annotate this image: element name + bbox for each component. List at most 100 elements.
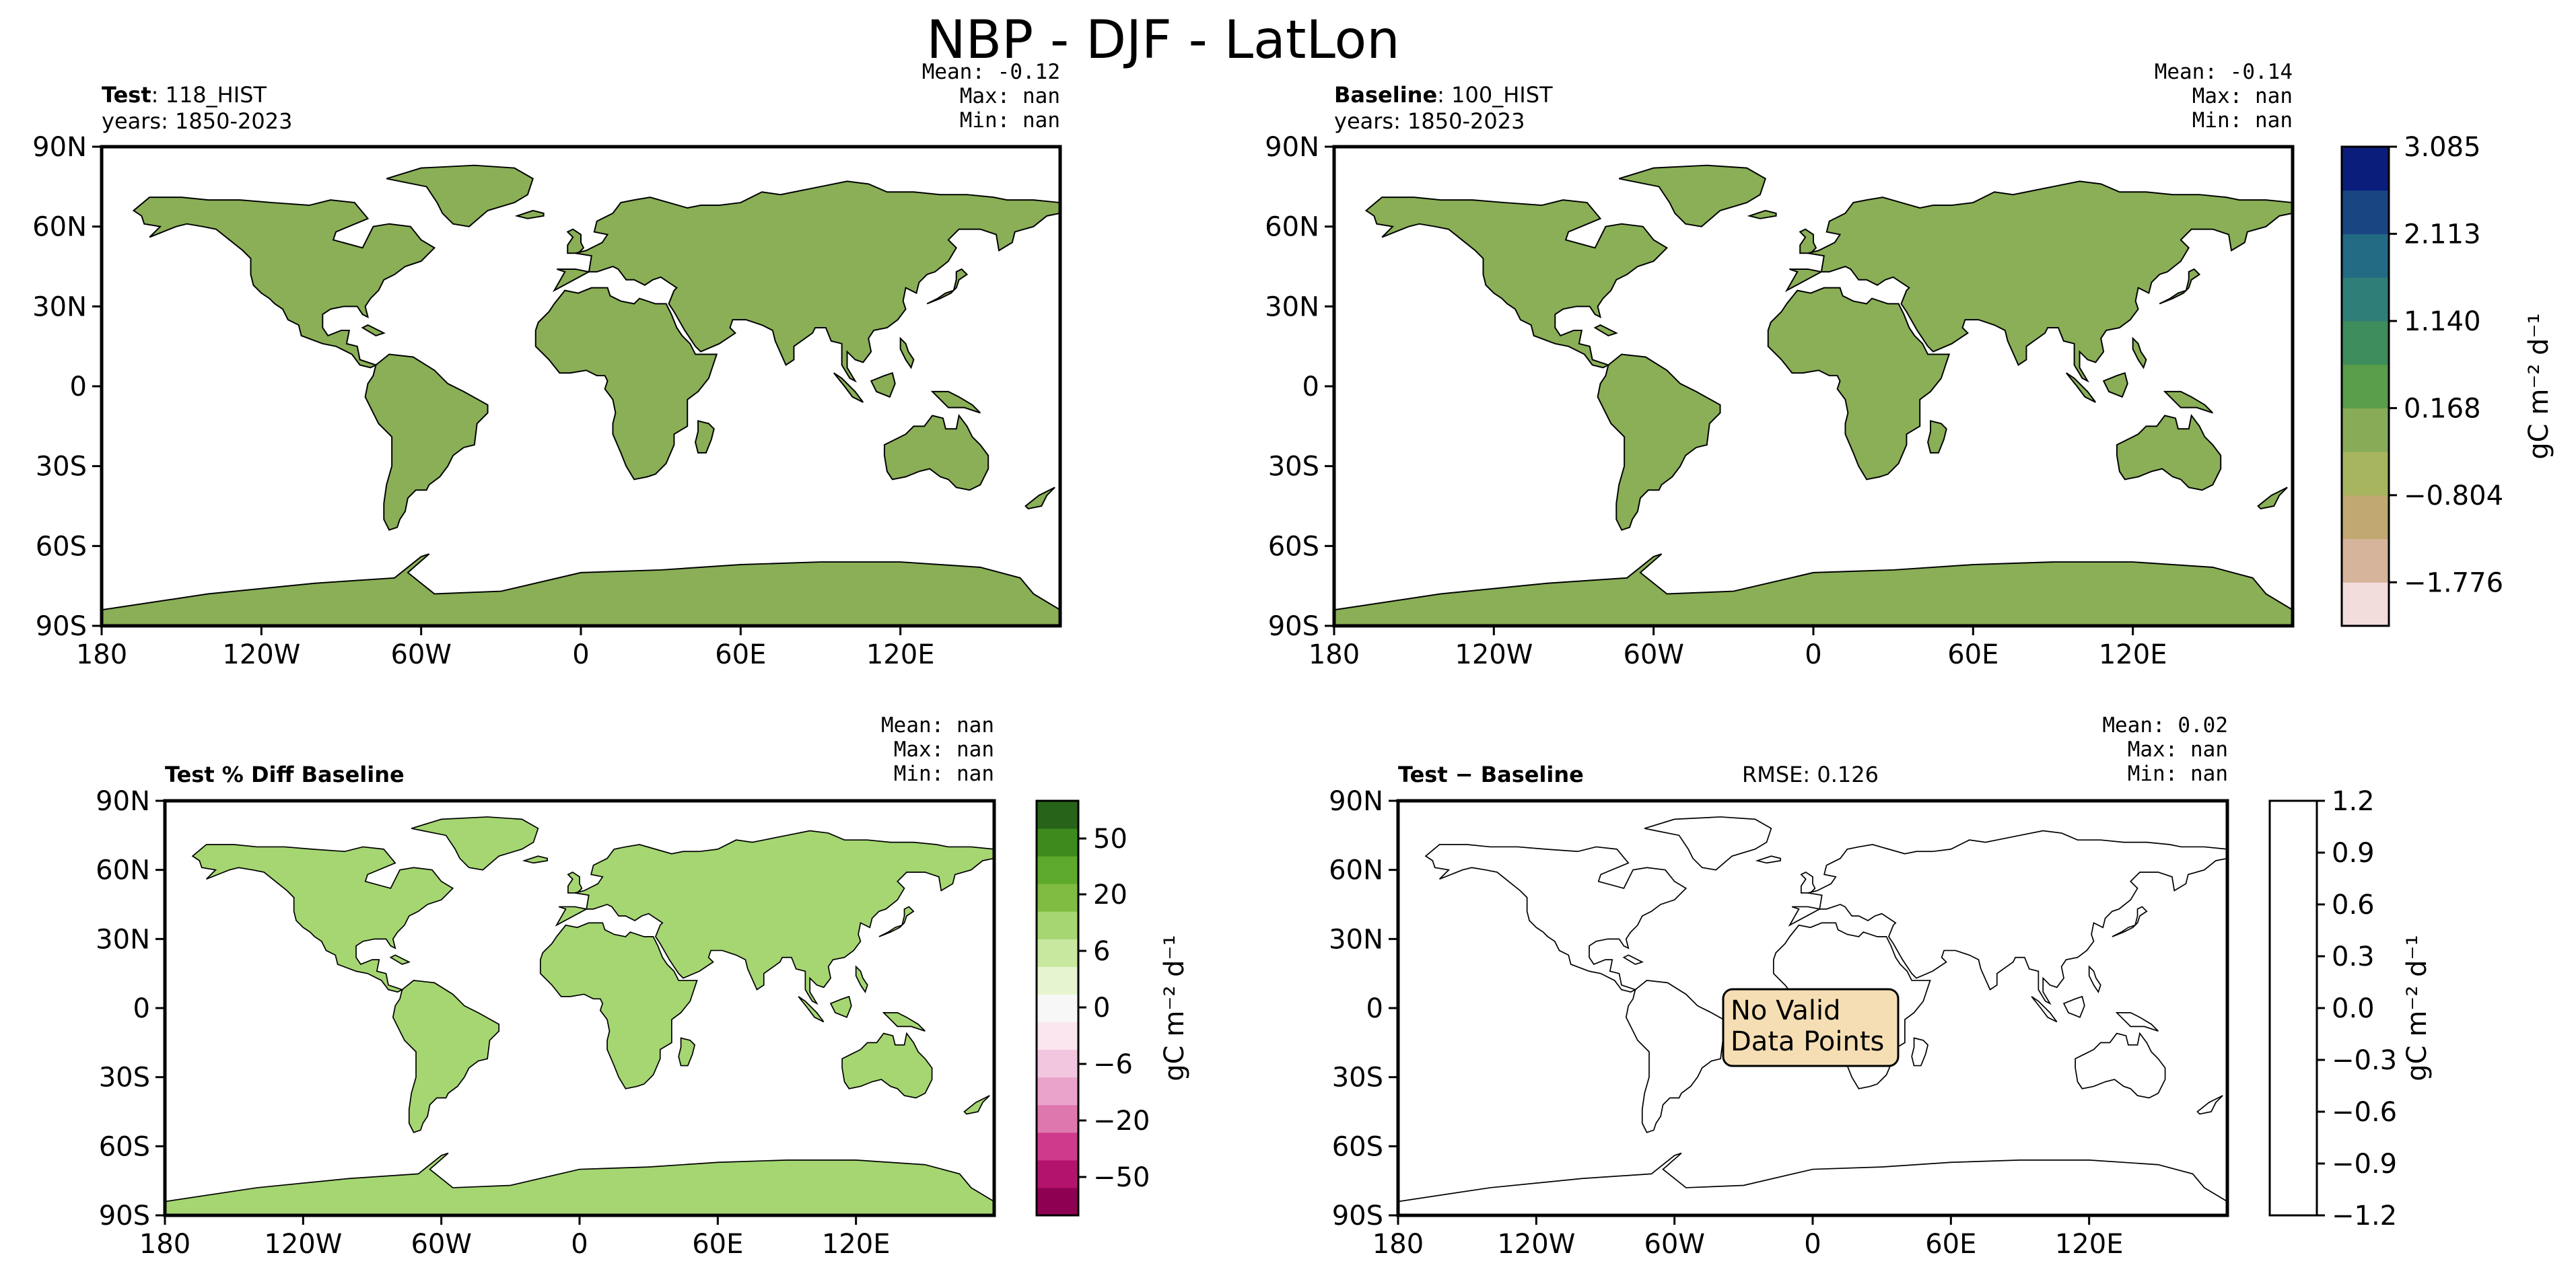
map-diff-xtick-label: 120E (2055, 1229, 2124, 1260)
colorbar-diff-tick-label: 0.6 (2332, 890, 2375, 921)
colorbar-diff-tick-label: 0.0 (2332, 993, 2375, 1024)
colorbar-main-tick-label: 0.168 (2404, 393, 2481, 424)
map-baseline-ytick-label: 0 (1302, 371, 1319, 402)
colorbar-pct-diff-segment (1037, 856, 1078, 884)
map-test-ytick-label: 90N (32, 132, 87, 163)
colorbar-pct-diff-segment (1037, 801, 1078, 829)
map-pct-diff-ytick-label: 30S (99, 1063, 150, 1094)
panel-test-stat-max: Max: nan (960, 84, 1060, 108)
map-diff-xtick-label: 180 (1372, 1229, 1424, 1260)
colorbar-pct-diff-segment (1037, 1159, 1078, 1188)
colorbar-main-tick-label: 2.113 (2404, 219, 2481, 250)
colorbar-diff-tick-label: −0.3 (2332, 1045, 2397, 1076)
map-pct-diff-xtick-label: 0 (571, 1229, 588, 1260)
panel-diff-title: Test − Baseline (1398, 762, 1584, 787)
panel-baseline-stat-max: Max: nan (2192, 84, 2293, 108)
colorbar-diff: 1.2 0.9 0.6 0.3 0.0 −0.3 −0.6 −0.9 −1.2 gC m⁻² d⁻… (2268, 786, 2433, 1231)
colorbar-pct-diff-segment (1037, 1049, 1078, 1078)
map-baseline-xtick-label: 60E (1947, 639, 1998, 670)
panel-test-years: years: 1850-2023 (102, 108, 292, 134)
panel-diff-rmse: RMSE: 0.126 (1742, 762, 1879, 787)
panel-baseline: Baseline: 100_HIST years: 1850-2023 Mean… (1265, 60, 2295, 670)
map-pct-diff: 180 120W 60W 0 60E 120E 90N 60N 30N 0 30S 60S 90S (96, 786, 996, 1260)
panel-baseline-title-bold: Baseline (1334, 82, 1437, 108)
map-diff-ytick-label: 90S (1332, 1201, 1383, 1231)
colorbar-main-segment (2342, 147, 2389, 191)
colorbar-main-segment (2342, 190, 2389, 234)
colorbar-pct-diff-tick-label: 6 (1093, 936, 1110, 967)
colorbar-main-segment (2342, 538, 2389, 583)
panel-diff-stat-mean: Mean: 0.02 (2102, 713, 2228, 738)
map-test-xtick-label: 0 (572, 639, 589, 670)
map-pct-diff-xtick-label: 60E (692, 1229, 743, 1260)
colorbar-main-label: gC m⁻² d⁻¹ (2523, 313, 2554, 459)
colorbar-pct-diff-tick-label: 20 (1093, 880, 1127, 910)
panel-baseline-stat-mean: Mean: -0.14 (2155, 60, 2293, 84)
map-test-xtick-label: 60W (390, 639, 451, 670)
panel-baseline-years: years: 1850-2023 (1334, 108, 1525, 134)
map-pct-diff-ytick-label: 90N (96, 786, 150, 817)
panel-test-title: Test: 118_HIST (102, 82, 267, 108)
colorbar-main-segment (2342, 582, 2389, 627)
map-pct-diff-xtick-label: 120E (822, 1229, 891, 1260)
map-baseline-ytick-label: 90S (1268, 611, 1319, 642)
figure-title: NBP - DJF - LatLon (926, 10, 1399, 71)
colorbar-main-segment (2342, 452, 2389, 496)
colorbar-pct-diff-segment (1037, 884, 1078, 912)
map-pct-diff-xtick-label: 60W (411, 1229, 471, 1260)
colorbar-diff-tick-label: −0.9 (2332, 1149, 2397, 1180)
colorbar-main-frame (2340, 145, 2390, 627)
panel-pct-diff-stat-mean: Mean: nan (881, 713, 994, 738)
colorbar-pct-diff-tick-label: 0 (1093, 993, 1110, 1024)
colorbar-diff-tick-label: 0.3 (2332, 941, 2375, 972)
colorbar-diff-tick-label: −0.6 (2332, 1097, 2397, 1128)
map-test-xtick-label: 60E (715, 639, 766, 670)
panel-pct-diff-stat-min: Min: nan (894, 762, 994, 786)
map-baseline-ytick-label: 90N (1265, 132, 1319, 163)
map-pct-diff-ytick-label: 0 (133, 993, 150, 1024)
map-test-xtick-label: 120E (866, 639, 935, 670)
map-diff-ytick-label: 60S (1332, 1131, 1383, 1162)
map-pct-diff-ytick-label: 90S (99, 1201, 150, 1231)
colorbar-main-segment (2342, 495, 2389, 540)
colorbar-diff-tick-label: 0.9 (2332, 838, 2375, 869)
colorbar-diff-tick-label: 1.2 (2332, 786, 2375, 817)
colorbar-main-segment (2342, 277, 2389, 322)
map-test-ytick-label: 0 (70, 371, 87, 402)
colorbar-diff-label: gC m⁻² d⁻¹ (2402, 935, 2433, 1081)
map-baseline-xtick-label: 180 (1309, 639, 1360, 670)
map-diff-ytick-label: 60N (1329, 855, 1383, 886)
map-diff-ytick-label: 0 (1366, 993, 1383, 1024)
map-test-ytick-label: 30N (32, 291, 87, 322)
panel-test-stat-mean: Mean: -0.12 (922, 60, 1060, 84)
colorbar-pct-diff-segment (1037, 1187, 1078, 1216)
map-test-ytick-label: 60S (36, 531, 87, 562)
colorbar-pct-diff-segment (1037, 966, 1078, 995)
map-baseline-ytick-label: 60S (1268, 531, 1319, 562)
colorbar-pct-diff-segment (1037, 1132, 1078, 1161)
colorbar-main-segment (2342, 320, 2389, 365)
map-baseline-xtick-label: 60W (1623, 639, 1683, 670)
colorbar-main-segment (2342, 408, 2389, 452)
map-baseline-xtick-label: 0 (1805, 639, 1821, 670)
colorbar-main-segment (2342, 364, 2389, 408)
panel-pct-diff-title: Test % Diff Baseline (165, 762, 405, 787)
map-test-xtick-label: 180 (76, 639, 127, 670)
map-test-ytick-label: 90S (36, 611, 87, 642)
colorbar-pct-diff-tick-label: −50 (1093, 1162, 1150, 1193)
map-baseline-xtick-label: 120W (1455, 639, 1533, 670)
panel-pct-diff: Test % Diff Baseline Mean: nan Max: nan … (96, 713, 996, 1260)
map-pct-diff-ytick-label: 30N (96, 924, 150, 955)
panel-test-title-bold: Test (102, 82, 151, 108)
panel-baseline-title-rest: : 100_HIST (1437, 82, 1553, 108)
map-test-ytick-label: 30S (36, 452, 87, 483)
panel-pct-diff-stat-max: Max: nan (894, 738, 994, 762)
colorbar-pct-diff-tick-label: −20 (1093, 1106, 1150, 1137)
colorbar-pct-diff-segment (1037, 939, 1078, 967)
map-baseline-ytick-label: 30S (1268, 452, 1319, 483)
panel-baseline-title: Baseline: 100_HIST (1334, 82, 1553, 108)
colorbar-pct-diff-segment (1037, 828, 1078, 857)
panel-test: Test: 118_HIST years: 1850-2023 Mean: -0… (32, 60, 1062, 670)
colorbar-main-tick-label: 1.140 (2404, 306, 2481, 337)
